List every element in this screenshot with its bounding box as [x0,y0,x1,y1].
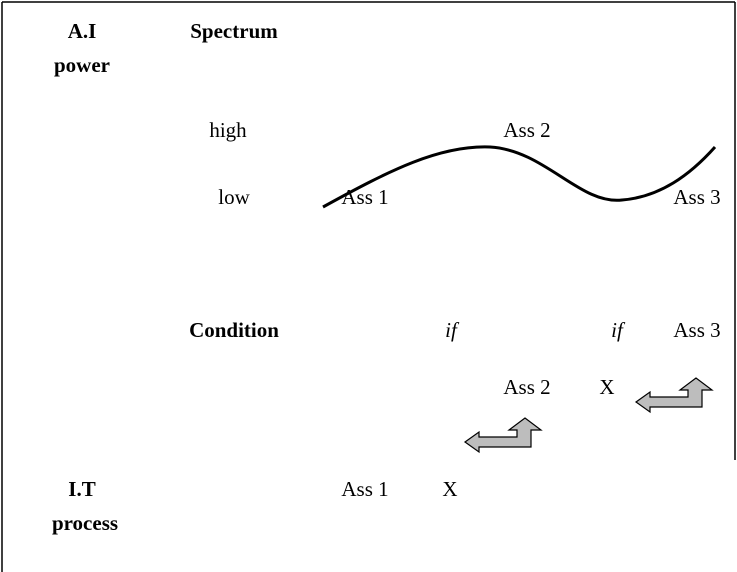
bent-arrow [463,417,543,454]
x-mark: X [442,477,457,501]
condition-word: if [445,318,460,342]
item-label: Ass 1 [341,477,388,501]
side-label: power [54,53,110,77]
level-label: high [209,118,247,142]
item-label: Ass 2 [503,375,550,399]
item-label: Ass 3 [673,318,720,342]
level-label: low [218,185,250,209]
condition-word: if [611,318,626,342]
spectrum-curve [322,145,717,209]
item-label: Ass 2 [503,118,550,142]
side-label: I.T [68,477,95,501]
item-label: Ass 3 [673,185,720,209]
x-mark: X [599,375,614,399]
item-label: Ass 1 [341,185,388,209]
side-label: process [52,511,118,535]
side-label: A.I [68,19,97,43]
section-title: Spectrum [190,19,278,43]
bent-arrow [634,377,714,414]
section-title: Condition [189,318,279,342]
